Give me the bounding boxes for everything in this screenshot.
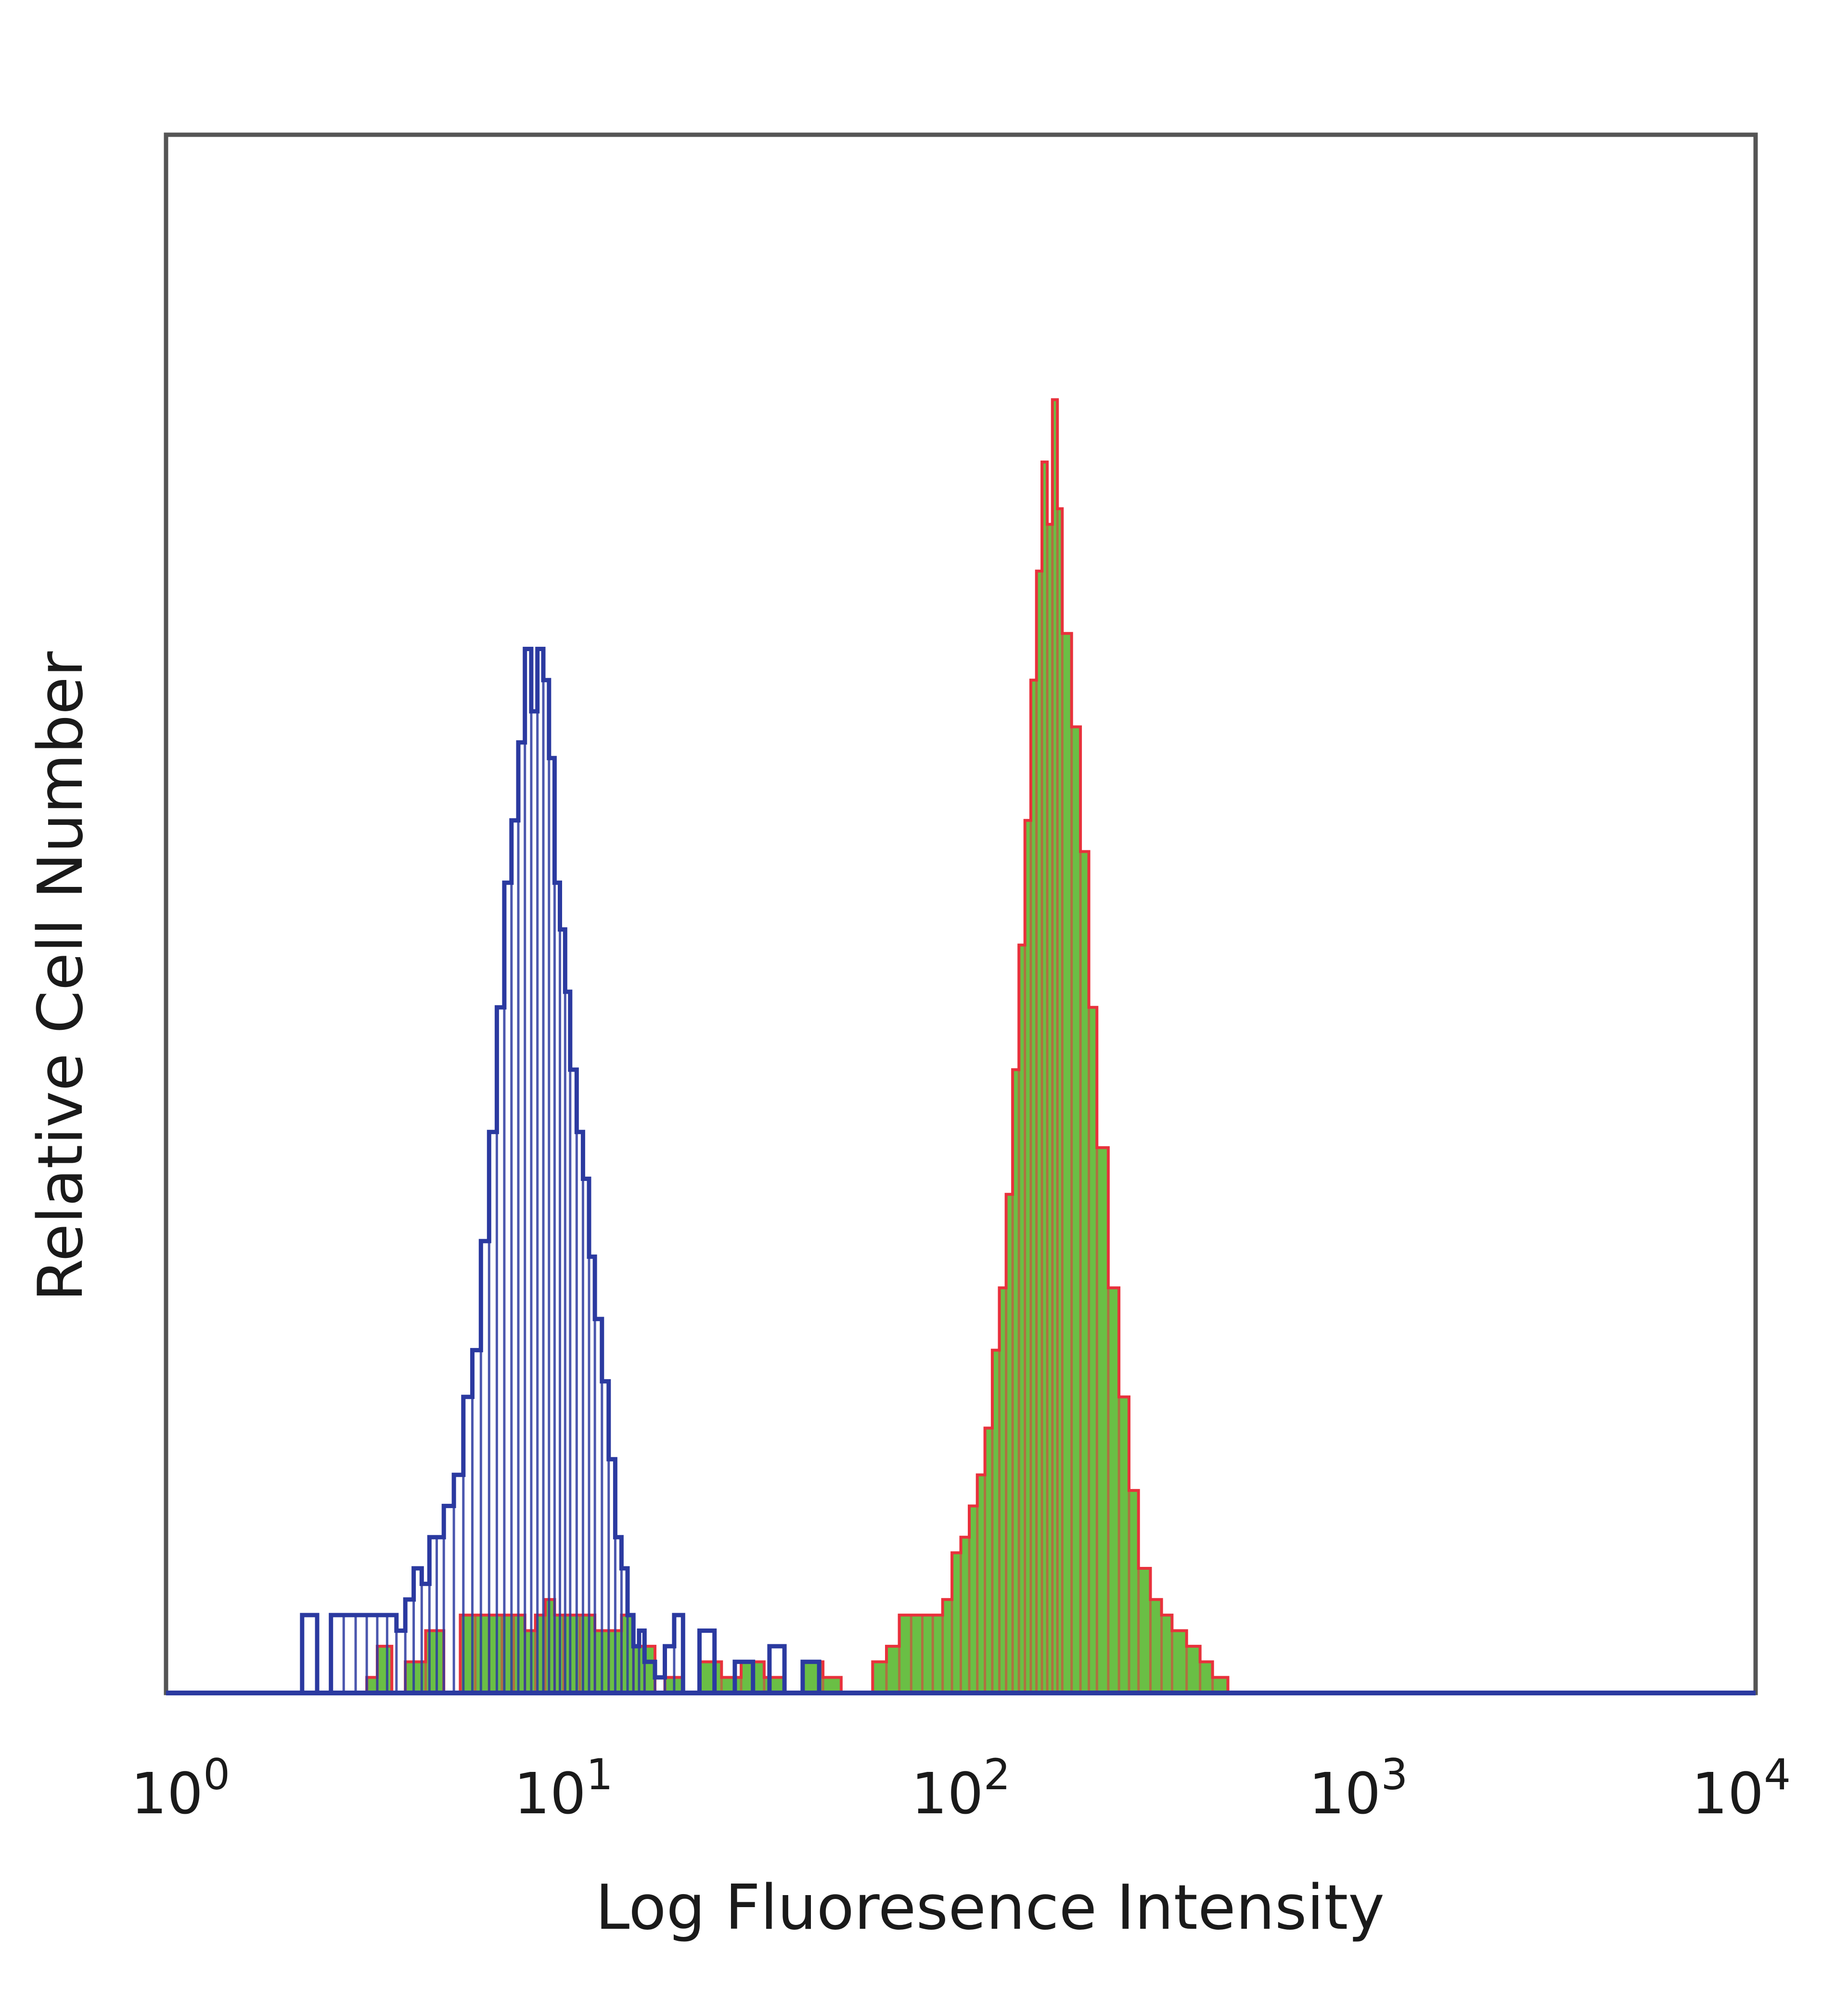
- filled-histogram-series: [365, 398, 1249, 1694]
- plot-frame: [164, 132, 1758, 1695]
- outline-histogram-line: [285, 647, 841, 1695]
- x-tick-label: 101: [514, 1750, 613, 1827]
- x-tick-exponent: 3: [1381, 1750, 1408, 1799]
- x-tick-exponent: 1: [586, 1750, 613, 1799]
- x-tick-label: 103: [1309, 1750, 1408, 1827]
- plot-area: [285, 398, 1249, 1695]
- x-tick-base: 10: [1692, 1760, 1764, 1827]
- x-tick-label: 102: [911, 1750, 1010, 1827]
- x-tick-exponent: 0: [203, 1750, 230, 1799]
- y-axis-title: Relative Cell Number: [25, 651, 97, 1301]
- x-tick-base: 10: [131, 1760, 203, 1827]
- outline-histogram-series: [285, 647, 841, 1695]
- x-tick-label: 100: [131, 1750, 230, 1827]
- x-tick-base: 10: [1309, 1760, 1381, 1827]
- x-axis-title: Log Fluoresence Intensity: [595, 1872, 1385, 1944]
- filled-histogram-area: [365, 398, 1249, 1694]
- x-tick-exponent: 2: [984, 1750, 1011, 1799]
- x-tick-exponent: 4: [1764, 1750, 1791, 1799]
- x-tick-base: 10: [911, 1760, 983, 1827]
- x-tick-labels: 100 101 102 103 104: [131, 1750, 1791, 1827]
- x-tick-label: 104: [1692, 1750, 1791, 1827]
- x-tick-base: 10: [514, 1760, 586, 1827]
